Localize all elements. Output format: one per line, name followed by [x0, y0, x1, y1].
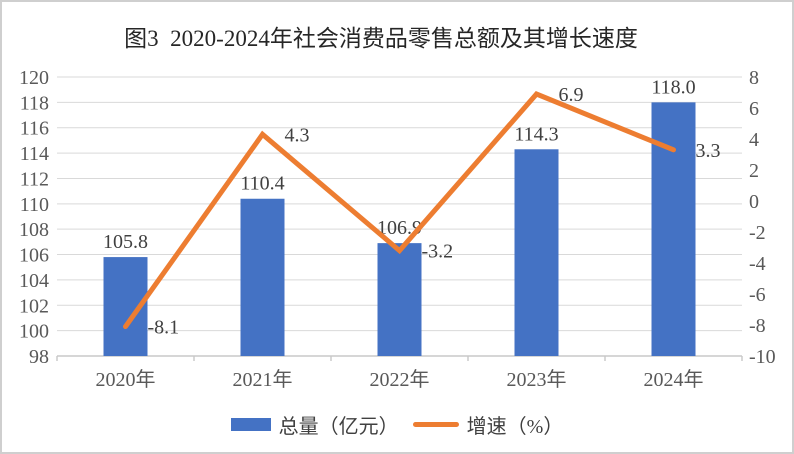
y-axis-left-tick-label: 120: [19, 67, 49, 89]
y-axis-left-tick-label: 114: [20, 143, 49, 165]
y-axis-left-tick-label: 118: [20, 92, 49, 114]
y-axis-left-tick-label: 112: [20, 168, 49, 190]
legend: 总量（亿元） 增速（%）: [2, 410, 792, 439]
bar-value-label: 106.9: [377, 217, 422, 239]
bar: [240, 198, 285, 356]
y-axis-right-tick-label: -4: [749, 253, 766, 275]
legend-label-total: 总量（亿元）: [278, 416, 399, 438]
line-point-label: 3.3: [696, 140, 721, 162]
y-axis-right-tick-label: 4: [749, 129, 759, 151]
y-axis-left-tick-label: 116: [20, 118, 49, 140]
y-axis-right-tick-label: -6: [749, 284, 766, 306]
x-axis-category-label: 2020年: [96, 368, 156, 391]
y-axis-left-tick-label: 110: [20, 194, 49, 216]
y-axis-left-tick-label: 108: [19, 219, 49, 241]
legend-bar-swatch-icon: [230, 418, 271, 431]
y-axis-right-tick-label: 2: [749, 160, 759, 182]
line-point-label: 6.9: [559, 84, 584, 106]
bar-value-label: 110.4: [240, 173, 284, 195]
x-axis-category-label: 2024年: [644, 368, 704, 391]
y-axis-left-tick-label: 100: [19, 321, 49, 343]
y-axis-right-tick-label: 0: [749, 191, 759, 213]
y-axis-left-tick-label: 106: [19, 245, 49, 267]
y-axis-right-tick-label: -10: [749, 346, 776, 368]
legend-item-total: 总量（亿元）: [230, 410, 399, 439]
y-axis-right-tick-label: -2: [749, 222, 766, 244]
y-axis-right-tick-label: 8: [749, 67, 759, 89]
bar-value-label: 114.3: [514, 123, 558, 145]
line-point-label: 4.3: [285, 124, 310, 146]
legend-item-growth: 增速（%）: [412, 410, 564, 439]
bar: [651, 102, 696, 356]
legend-line-swatch-icon: [412, 422, 459, 427]
y-axis-right-tick-label: 6: [749, 98, 759, 120]
bar-value-label: 105.8: [103, 231, 148, 253]
line-point-label: -8.1: [148, 317, 180, 339]
bar: [514, 149, 559, 356]
x-axis-category-label: 2023年: [507, 368, 567, 391]
y-axis-right-tick-label: -8: [749, 315, 766, 337]
chart-title: 图3 2020-2024年社会消费品零售总额及其增长速度: [124, 26, 638, 51]
y-axis-left-tick-label: 98: [29, 346, 49, 368]
legend-label-growth: 增速（%）: [466, 416, 564, 438]
y-axis-left-tick-label: 102: [19, 295, 49, 317]
x-axis-category-label: 2022年: [370, 368, 430, 391]
bar-value-label: 118.0: [651, 76, 695, 98]
growth-line: [123, 91, 676, 330]
y-axis-left-tick-label: 104: [19, 270, 49, 292]
line-point-label: -3.2: [422, 241, 454, 263]
bar: [377, 243, 422, 356]
x-axis-category-label: 2021年: [233, 368, 293, 391]
